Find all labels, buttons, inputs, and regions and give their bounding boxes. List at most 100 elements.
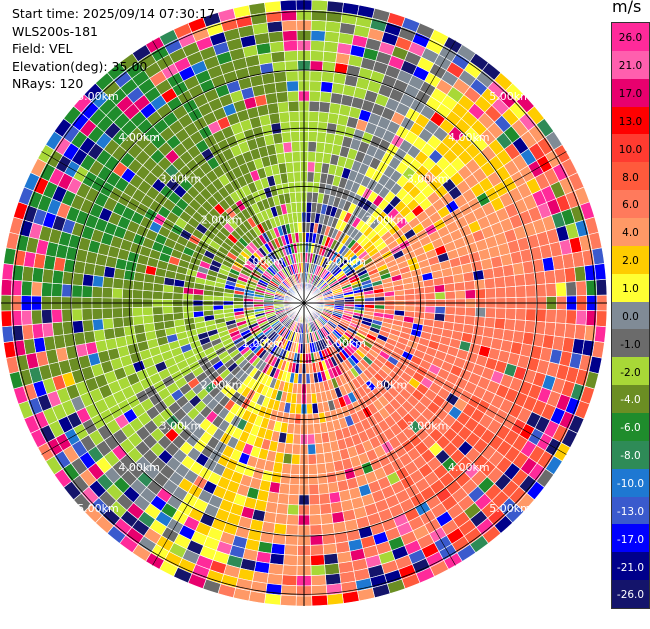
velocity-gate [555,309,567,324]
velocity-gate [305,363,310,374]
colorbar-segment [612,162,649,191]
velocity-gate [314,442,325,455]
velocity-gate [113,326,126,339]
velocity-gate [308,504,321,516]
velocity-gate [3,340,17,359]
colorbar-segment [612,468,649,498]
colorbar-unit-label: m/s [612,0,642,16]
velocity-gate [374,296,386,302]
velocity-gate [306,171,315,183]
range-ring-label: 2.00km [201,378,243,391]
velocity-gate [41,282,53,297]
colorbar-segment [612,23,649,52]
velocity-gate [101,286,114,299]
velocity-gate [123,325,136,337]
velocity-gate [281,574,298,587]
range-ring-label: 5.00km [489,502,531,515]
velocity-gate [473,278,486,290]
velocity-gate [283,50,298,62]
velocity-gate [41,309,53,324]
velocity-gate [71,284,83,298]
range-ring-label: 1.00km [324,255,366,268]
velocity-gate [298,232,303,243]
colorbar-segment [612,357,649,386]
velocity-gate [306,403,314,415]
velocity-gate [285,524,299,536]
velocity-gate [493,317,506,330]
velocity-gate [330,92,343,105]
velocity-gate [287,493,300,506]
colorbar-segment [612,190,649,219]
velocity-gate [162,291,174,300]
velocity-gate [142,289,154,300]
velocity-gate [494,307,507,320]
velocity-gate [273,71,287,84]
velocity-gate [310,40,325,52]
velocity-gate [555,282,567,297]
colorbar-tick-label: -17.0 [616,533,645,546]
velocity-gate [322,50,338,64]
velocity-gate [311,0,329,12]
velocity-gate [286,80,299,92]
velocity-gate [3,247,17,266]
velocity-gate [21,324,34,341]
velocity-gate [310,544,325,556]
azimuth-spoke [152,302,305,566]
velocity-gate [424,292,436,301]
velocity-gate [306,423,315,435]
velocity-gate [443,282,456,293]
colorbar-segment [612,329,649,358]
velocity-gate [1,325,14,343]
velocity-gate [595,278,608,296]
velocity-gate [72,272,85,286]
velocity-gate [310,564,326,576]
velocity-gate [474,288,487,299]
velocity-gate [1,263,14,281]
range-ring-label: 3.00km [407,420,449,433]
velocity-gate [152,306,164,316]
velocity-gate [341,590,360,604]
velocity-gate [325,20,342,33]
velocity-gate [51,309,63,324]
velocity-gate [595,310,608,328]
velocity-gate [270,50,286,64]
colorbar-tick-label: 26.0 [618,32,643,45]
velocity-gate [319,91,333,104]
velocity-gate [545,282,557,297]
velocity-gate [309,514,322,526]
velocity-gate [505,307,517,320]
velocity-gate [31,309,43,325]
velocity-gate [294,191,302,203]
velocity-gate [308,110,320,123]
velocity-gate [309,524,323,536]
velocity-gate [305,373,311,385]
velocity-gate [101,307,114,320]
velocity-gate [317,111,330,124]
velocity-gate [290,131,301,143]
velocity-gate [591,340,605,359]
velocity-gate [322,542,338,556]
velocity-gate [273,522,287,535]
velocity-gate [384,295,396,302]
velocity-gate [269,553,285,566]
velocity-gate [310,19,327,32]
colorbar-tick-label: -13.0 [616,505,645,518]
velocity-gate [133,323,146,335]
velocity-gate [307,131,318,143]
velocity-gate [248,2,267,16]
velocity-gate [274,512,288,525]
azimuth-spoke [303,151,567,304]
velocity-gate [268,112,281,125]
velocity-gate [212,304,224,311]
velocity-gate [434,306,446,315]
velocity-gate [554,322,567,338]
velocity-gate [293,171,302,183]
range-ring-label: 5.00km [489,90,531,103]
velocity-gate [296,211,303,223]
velocity-gate [132,315,145,326]
velocity-gate [268,30,284,43]
range-ring-label: 1.00km [324,337,366,350]
velocity-gate [265,92,278,105]
colorbar-segment [612,580,649,609]
velocity-gate [307,453,318,465]
